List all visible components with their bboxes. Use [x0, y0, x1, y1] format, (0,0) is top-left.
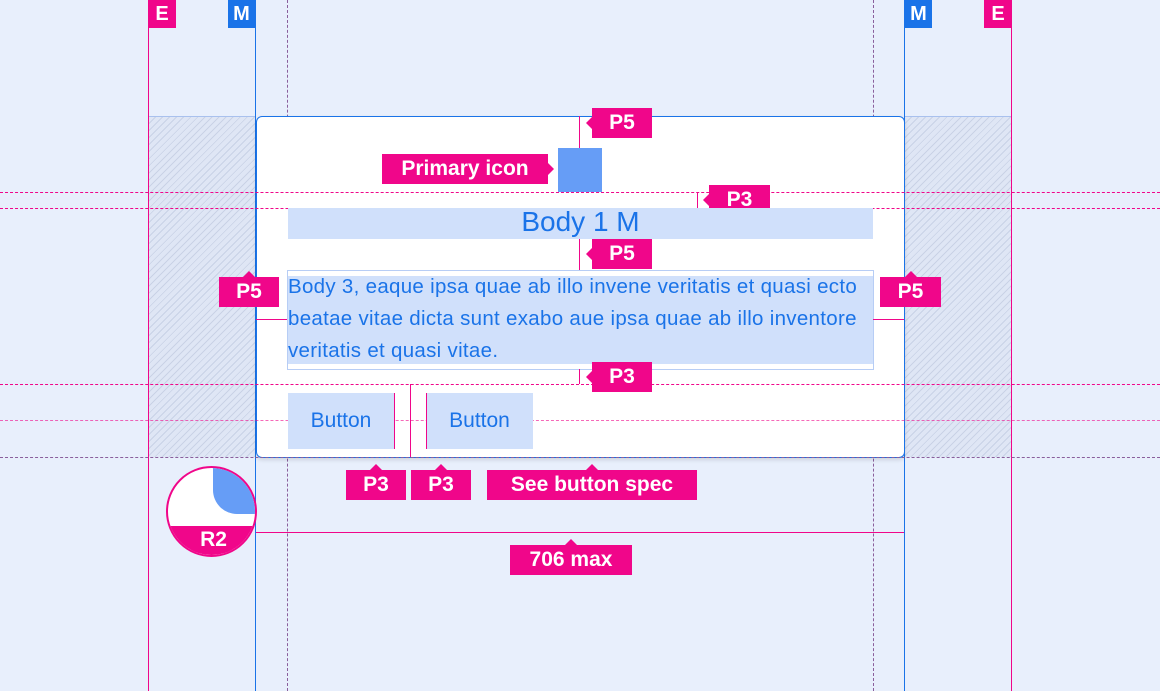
spacing-label-p5-mid: P5 — [586, 239, 652, 269]
card-body: Body 3, eaque ipsa quae ab illo invene v… — [287, 270, 874, 370]
corner-radius-icon — [213, 468, 255, 514]
spacing-label-p3-body: P3 — [586, 362, 652, 392]
guide-icon-bottom — [0, 192, 1160, 193]
radius-label: R2 — [168, 526, 255, 555]
radius-indicator: R2 — [166, 466, 257, 557]
max-width-label: 706 max — [510, 539, 632, 575]
spacing-line — [256, 319, 287, 320]
primary-icon-label: Primary icon — [382, 154, 554, 184]
spacing-label-p3-button-1: P3 — [346, 464, 406, 500]
spacing-line — [579, 239, 580, 270]
spacing-line — [697, 192, 698, 208]
spacing-line — [579, 369, 580, 384]
spacing-label-p3-button-2: P3 — [411, 464, 471, 500]
margin-badge-left: M — [228, 0, 255, 28]
button-2[interactable]: Button — [426, 393, 533, 449]
spacing-label-p5-left: P5 — [219, 271, 279, 307]
margin-line-left — [255, 0, 256, 691]
spacing-label-p5-top: P5 — [586, 108, 652, 138]
edge-badge-left: E — [148, 0, 176, 28]
spacing-label-p5-right: P5 — [880, 271, 941, 307]
guide-body-bottom — [0, 384, 1160, 385]
spacing-line — [394, 393, 395, 449]
card-title: Body 1 M — [288, 208, 873, 239]
margin-badge-right: M — [905, 0, 932, 28]
primary-icon — [558, 148, 602, 192]
button-spec-label: See button spec — [487, 464, 697, 500]
spacing-line — [410, 384, 411, 457]
max-width-line — [256, 532, 904, 533]
spacing-line — [426, 393, 427, 449]
guide-button-baseline — [0, 420, 1160, 421]
button-1[interactable]: Button — [288, 393, 394, 449]
spacing-line — [873, 319, 904, 320]
spacing-line — [579, 116, 580, 148]
edge-line-left — [148, 0, 149, 691]
edge-line-right — [1011, 0, 1012, 691]
edge-badge-right: E — [984, 0, 1012, 28]
guide-card-bottom — [0, 457, 1160, 458]
